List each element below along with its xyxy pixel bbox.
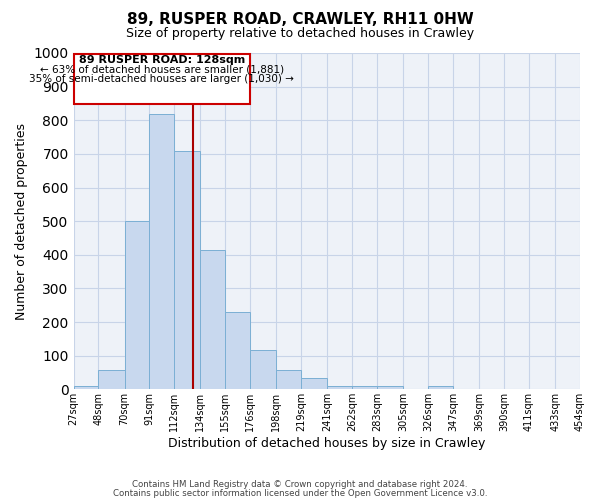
Bar xyxy=(74,386,98,390)
Bar xyxy=(328,386,352,390)
Y-axis label: Number of detached properties: Number of detached properties xyxy=(15,122,28,320)
Text: Contains HM Land Registry data © Crown copyright and database right 2024.: Contains HM Land Registry data © Crown c… xyxy=(132,480,468,489)
Bar xyxy=(250,350,277,390)
Bar xyxy=(200,250,226,390)
Text: 89, RUSPER ROAD, CRAWLEY, RH11 0HW: 89, RUSPER ROAD, CRAWLEY, RH11 0HW xyxy=(127,12,473,28)
Text: Size of property relative to detached houses in Crawley: Size of property relative to detached ho… xyxy=(126,28,474,40)
Bar xyxy=(226,312,250,390)
Bar xyxy=(149,114,175,390)
X-axis label: Distribution of detached houses by size in Crawley: Distribution of detached houses by size … xyxy=(168,437,485,450)
Bar xyxy=(352,386,377,390)
Bar xyxy=(125,221,149,390)
Bar xyxy=(175,150,200,390)
FancyBboxPatch shape xyxy=(74,54,250,104)
Text: 89 RUSPER ROAD: 128sqm: 89 RUSPER ROAD: 128sqm xyxy=(79,56,245,66)
Text: Contains public sector information licensed under the Open Government Licence v3: Contains public sector information licen… xyxy=(113,489,487,498)
Bar xyxy=(98,370,125,390)
Bar xyxy=(377,386,403,390)
Bar xyxy=(277,370,301,390)
Bar xyxy=(428,386,453,390)
Text: 35% of semi-detached houses are larger (1,030) →: 35% of semi-detached houses are larger (… xyxy=(29,74,295,84)
Bar xyxy=(301,378,328,390)
Text: ← 63% of detached houses are smaller (1,881): ← 63% of detached houses are smaller (1,… xyxy=(40,64,284,74)
